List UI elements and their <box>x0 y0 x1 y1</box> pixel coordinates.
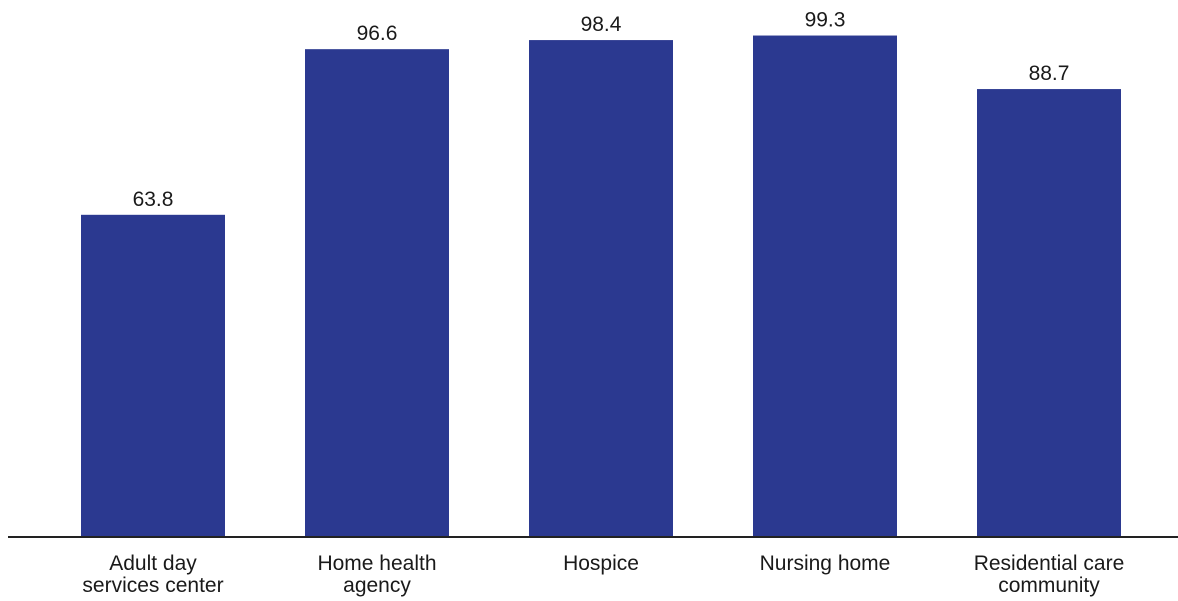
bars-layer <box>81 35 1121 538</box>
category-label-1: Home health agency <box>317 552 436 597</box>
category-label-line: Residential care <box>974 552 1125 575</box>
category-label-line: Nursing home <box>760 552 891 575</box>
category-label-0: Adult day services center <box>82 552 223 597</box>
category-label-line: Adult day <box>109 552 197 575</box>
bar-0 <box>81 214 225 537</box>
bar-value-label-1: 96.6 <box>357 22 398 45</box>
bar-value-label-0: 63.8 <box>133 188 174 211</box>
category-label-2: Hospice <box>563 552 639 575</box>
category-label-line: Home health <box>317 552 436 575</box>
bar-3 <box>753 35 897 537</box>
category-label-line: services center <box>82 574 223 597</box>
bar-4 <box>977 89 1121 537</box>
category-label-line: community <box>998 574 1100 597</box>
value-labels-layer: 63.8 96.6 98.4 99.3 88.7 <box>133 9 1070 211</box>
bar-value-label-3: 99.3 <box>805 9 846 32</box>
bar-value-label-2: 98.4 <box>581 13 622 36</box>
category-label-line: Hospice <box>563 552 639 575</box>
bar-1 <box>305 49 449 538</box>
category-label-4: Residential care community <box>974 552 1125 597</box>
category-label-line: agency <box>343 574 411 597</box>
bar-2 <box>529 40 673 538</box>
category-label-3: Nursing home <box>760 552 891 575</box>
category-labels-layer: Adult day services center Home health agenc… <box>82 552 1124 597</box>
bar-value-label-4: 88.7 <box>1029 62 1070 85</box>
